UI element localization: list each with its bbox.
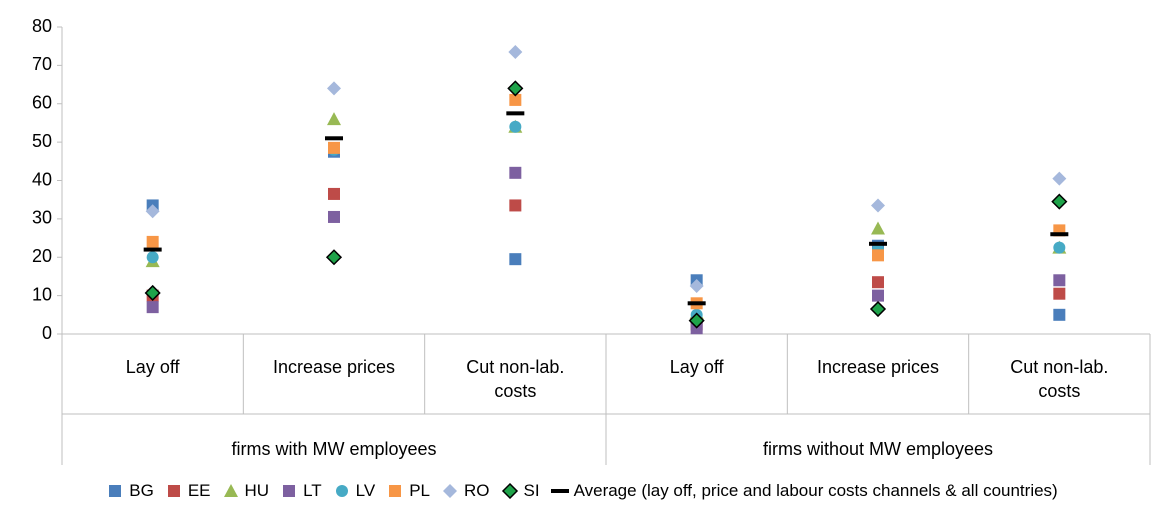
legend-item: Average (lay off, price and labour costs… [550,481,1058,501]
legend-swatch [223,484,238,497]
legend-item: SI [500,481,540,501]
marker [144,284,161,301]
y-tick-label: 60 [32,93,52,113]
legend-label: PL [409,481,431,500]
marker [325,249,343,266]
marker [871,198,885,213]
legend-label: LV [355,481,376,500]
legend-label: RO [464,481,490,500]
marker [1050,232,1069,237]
marker [689,279,704,294]
marker [335,485,348,497]
x-tick-label: Lay off [669,357,724,377]
y-tick-label: 20 [32,246,52,266]
marker [328,187,340,200]
marker [509,253,522,266]
y-tick-label: 50 [32,131,52,151]
marker [869,300,887,318]
marker [872,249,884,262]
legend-item: BG [105,481,154,501]
legend-swatch [501,483,518,499]
legend-swatch [443,484,458,498]
y-tick-label: 0 [42,323,52,343]
marker [872,289,884,302]
marker [509,166,522,179]
marker [872,276,884,289]
x-tick-label: Increase prices [272,357,396,377]
legend-item: PL [385,481,430,501]
marker [145,204,160,219]
marker [687,301,706,306]
marker [146,301,159,314]
legend-swatch [283,485,296,497]
legend-swatch [167,485,180,497]
marker [1052,171,1067,186]
legend: BG EE HU LT LV PL RO SI Average (lay off, price … [0,481,1163,501]
marker [1051,193,1068,210]
x-tick-label: Cut non-lab. costs [1010,357,1109,401]
marker [509,93,522,106]
y-tick-label: 30 [32,208,52,228]
legend-label: BG [129,481,154,500]
marker [508,44,523,59]
legend-item: RO [440,481,490,501]
marker [283,485,296,497]
legend-label: SI [523,481,540,500]
marker [506,111,525,116]
marker [509,199,522,212]
marker [223,484,238,497]
marker [509,120,522,133]
legend-label: EE [187,481,211,500]
x-tick-label: Lay off [125,357,180,377]
marker [167,485,180,497]
marker [143,247,162,252]
y-tick-label: 70 [32,54,52,74]
marker [146,235,159,248]
marker [443,484,458,498]
legend-swatch [550,489,569,493]
marker [1053,308,1066,321]
marker [1053,241,1066,254]
legend-item: EE [164,481,211,501]
legend-item: HU [221,481,270,501]
marker [1053,287,1066,300]
marker [550,489,569,493]
marker [109,485,122,497]
legend-label: Average (lay off, price and labour costs… [573,481,1058,500]
marker [1053,274,1066,287]
marker [869,241,887,246]
y-tick-label: 80 [32,16,52,36]
legend-label: HU [244,481,270,500]
group-label: firms without MW employees [762,439,994,459]
legend-label: LT [303,481,322,500]
marker [501,483,518,499]
marker [871,221,885,235]
marker [146,251,159,264]
legend-item: LT [279,481,322,501]
y-tick-label: 10 [32,284,52,304]
x-tick-label: Cut non-lab. costs [466,357,565,401]
marker [328,141,340,154]
marker [688,312,705,329]
legend-item: LV [332,481,376,501]
y-tick-label: 40 [32,169,52,189]
marker [327,81,341,96]
legend-swatch [389,485,402,497]
marker [507,80,524,97]
legend-swatch [335,485,348,497]
x-tick-label: Increase prices [816,357,940,377]
legend-swatch [109,485,122,497]
marker [325,136,343,141]
group-label: firms with MW employees [231,439,437,459]
marker [328,210,340,223]
marker [327,112,341,126]
marker [389,485,402,497]
